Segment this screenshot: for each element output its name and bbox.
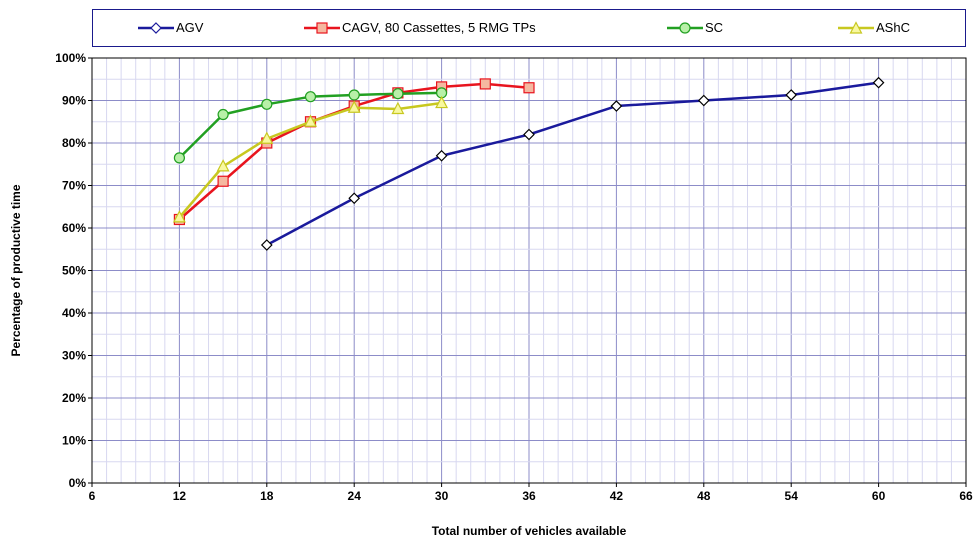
legend-item-sc: SC	[667, 19, 723, 35]
x-tick-label: 36	[522, 489, 536, 503]
legend-marker-sc	[667, 21, 703, 34]
data-point	[304, 114, 317, 127]
data-point	[435, 149, 448, 162]
data-point	[523, 82, 535, 94]
data-point	[872, 76, 885, 89]
grid-lines	[91, 57, 967, 484]
legend-item-cagv: CAGV, 80 Cassettes, 5 RMG TPs	[304, 19, 536, 35]
data-point	[435, 95, 449, 109]
y-tick-label: 80%	[62, 136, 86, 150]
y-tick-label: 50%	[62, 264, 86, 278]
legend-marker-cagv	[304, 21, 340, 34]
legend-label-ashc: AShC	[876, 20, 910, 36]
y-axis-title: Percentage of productive time	[9, 184, 23, 356]
y-tick-label: 10%	[62, 434, 86, 448]
legend-label-sc: SC	[705, 20, 724, 36]
legend-label-cagv: CAGV, 80 Cassettes, 5 RMG TPs	[342, 20, 536, 36]
data-point	[392, 88, 404, 100]
data-point	[217, 108, 229, 121]
x-tick-label: 6	[89, 489, 96, 503]
data-point	[216, 159, 230, 172]
data-point	[172, 210, 186, 223]
x-tick-label: 12	[173, 489, 187, 503]
legend-marker-ashc	[838, 20, 874, 34]
axes	[88, 57, 967, 487]
y-tick-label: 90%	[62, 94, 86, 108]
data-point	[785, 89, 798, 101]
data-point	[347, 100, 361, 113]
y-tick-label: 100%	[55, 51, 86, 65]
data-point	[348, 89, 360, 101]
data-point	[304, 91, 317, 103]
legend-label-agv: AGV	[176, 20, 204, 36]
data-point	[610, 100, 623, 112]
data-point	[697, 94, 710, 107]
data-point	[173, 152, 185, 164]
y-tick-label: 30%	[62, 349, 86, 363]
tick-labels: 6 12 18 24 30 36 42 48 54 60 66 0% 10% 20% 30% 40% 50% 60…	[55, 51, 973, 503]
data-point	[348, 192, 361, 205]
series-line-0	[266, 81, 879, 247]
data-point	[523, 128, 535, 141]
x-tick-label: 54	[785, 489, 799, 503]
x-tick-label: 30	[435, 489, 449, 503]
series-layer	[172, 76, 885, 251]
legend-marker-agv	[138, 21, 174, 34]
y-tick-label: 0%	[69, 476, 87, 490]
x-tick-label: 42	[610, 489, 624, 503]
y-tick-label: 20%	[62, 391, 86, 405]
y-tick-label: 40%	[62, 306, 86, 320]
legend-item-ashc: AShC	[838, 19, 910, 35]
data-point	[260, 239, 273, 251]
x-tick-label: 24	[348, 489, 362, 503]
x-tick-label: 60	[872, 489, 886, 503]
legend: AGV CAGV, 80 Cassettes, 5 RMG TPs SC ASh…	[92, 9, 966, 47]
x-tick-label: 66	[959, 489, 973, 503]
y-tick-label: 70%	[62, 179, 86, 193]
data-point	[260, 131, 274, 144]
x-tick-label: 18	[260, 489, 274, 503]
x-tick-label: 48	[697, 489, 711, 503]
legend-item-agv: AGV	[138, 19, 203, 35]
data-point	[261, 98, 273, 110]
data-point	[391, 101, 405, 115]
x-axis-title: Total number of vehicles available	[432, 524, 627, 538]
y-tick-label: 60%	[62, 221, 86, 235]
data-point	[479, 78, 491, 90]
data-point	[217, 175, 229, 187]
